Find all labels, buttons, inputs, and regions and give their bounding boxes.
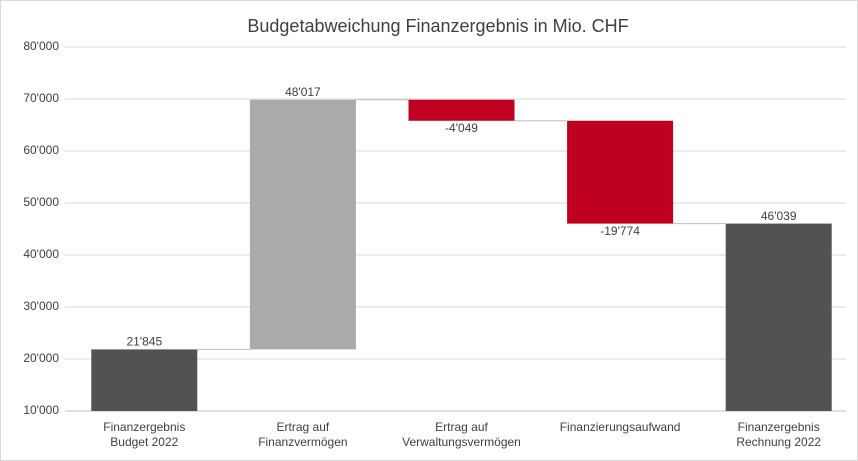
y-tick-label: 20'000: [23, 351, 59, 365]
y-tick-label: 10'000: [23, 403, 59, 417]
data-label: 48'017: [285, 85, 321, 99]
bar: [408, 99, 515, 121]
y-tick-label: 70'000: [23, 91, 59, 105]
y-tick-label: 60'000: [23, 143, 59, 157]
data-label: 21'845: [126, 335, 162, 349]
y-tick-label: 50'000: [23, 195, 59, 209]
bar: [91, 349, 198, 411]
bar: [567, 120, 674, 224]
data-label: -4'049: [445, 121, 478, 135]
data-label: 46'039: [761, 209, 797, 223]
chart-title: Budgetabweichung Finanzergebnis in Mio. …: [247, 16, 628, 36]
bar: [249, 99, 356, 350]
data-label: -19'774: [600, 224, 640, 238]
x-tick-label: Finanzergebnis Rechnung 2022: [736, 420, 822, 449]
x-tick-label: Ertrag auf Verwaltungsvermögen: [402, 420, 521, 449]
x-tick-label: Ertrag auf Finanzvermögen: [258, 420, 348, 449]
y-tick-label: 40'000: [23, 247, 59, 261]
x-tick-label: Finanzergebnis Budget 2022: [103, 420, 186, 449]
y-tick-label: 30'000: [23, 299, 59, 313]
x-tick-label: Finanzierungsaufwand: [559, 420, 681, 434]
bar: [725, 223, 832, 411]
y-tick-label: 80'000: [23, 39, 59, 53]
